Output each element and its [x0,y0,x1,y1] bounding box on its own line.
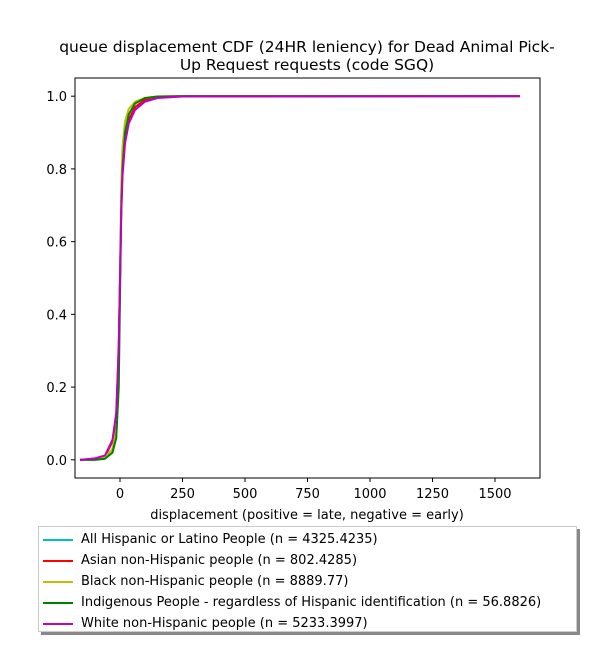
cdf-chart: queue displacement CDF (24HR leniency) f… [46,38,555,523]
x-tick-label: 250 [170,487,195,502]
legend-swatch [43,622,73,625]
legend-label: Asian non-Hispanic people (n = 802.4285) [81,553,358,568]
series-line-2 [79,95,520,461]
legend-entry: White non-Hispanic people (n = 5233.3997… [39,613,576,634]
x-tick-label: 1500 [478,487,511,502]
plot-area [74,77,541,479]
x-tick-label: 0 [116,487,124,502]
legend: All Hispanic or Latino People (n = 4325.… [38,526,577,632]
legend-swatch [43,580,73,583]
x-axis-ticks: 0 250 500 750 1000 1250 1500 [116,478,512,502]
x-axis-label: displacement (positive = late, negative … [150,508,464,523]
legend-swatch [43,559,73,562]
legend-entry: Black non-Hispanic people (n = 8889.77) [39,571,576,592]
y-tick-label: 1.0 [46,90,67,105]
legend-entry: Asian non-Hispanic people (n = 802.4285) [39,550,576,571]
chart-title-line-2: Up Request requests (code SGQ) [180,56,434,74]
y-tick-label: 0.0 [46,454,67,469]
legend-label: Indigenous People - regardless of Hispan… [81,595,542,610]
series-line-1 [79,95,520,461]
legend-label: Black non-Hispanic people (n = 8889.77) [81,574,349,589]
series-line-4 [79,95,521,461]
x-tick-label: 500 [233,487,258,502]
legend-swatch [43,601,73,604]
legend-label: All Hispanic or Latino People (n = 4325.… [81,532,378,547]
series-line-3 [80,95,520,461]
y-tick-label: 0.8 [46,163,67,178]
series-layer [79,95,521,461]
legend-swatch [43,538,73,541]
x-tick-label: 1000 [353,487,386,502]
x-tick-label: 750 [295,487,320,502]
y-tick-label: 0.4 [46,308,67,323]
y-axis-ticks: 0.0 0.2 0.4 0.6 0.8 1.0 [46,90,75,469]
y-tick-label: 0.6 [46,236,67,251]
legend-entry: All Hispanic or Latino People (n = 4325.… [39,529,576,550]
legend-label: White non-Hispanic people (n = 5233.3997… [81,616,368,631]
y-tick-label: 0.2 [46,381,67,396]
x-tick-label: 1250 [416,487,449,502]
series-line-0 [79,95,520,461]
legend-entry: Indigenous People - regardless of Hispan… [39,592,576,613]
chart-title-line-1: queue displacement CDF (24HR leniency) f… [59,38,555,56]
